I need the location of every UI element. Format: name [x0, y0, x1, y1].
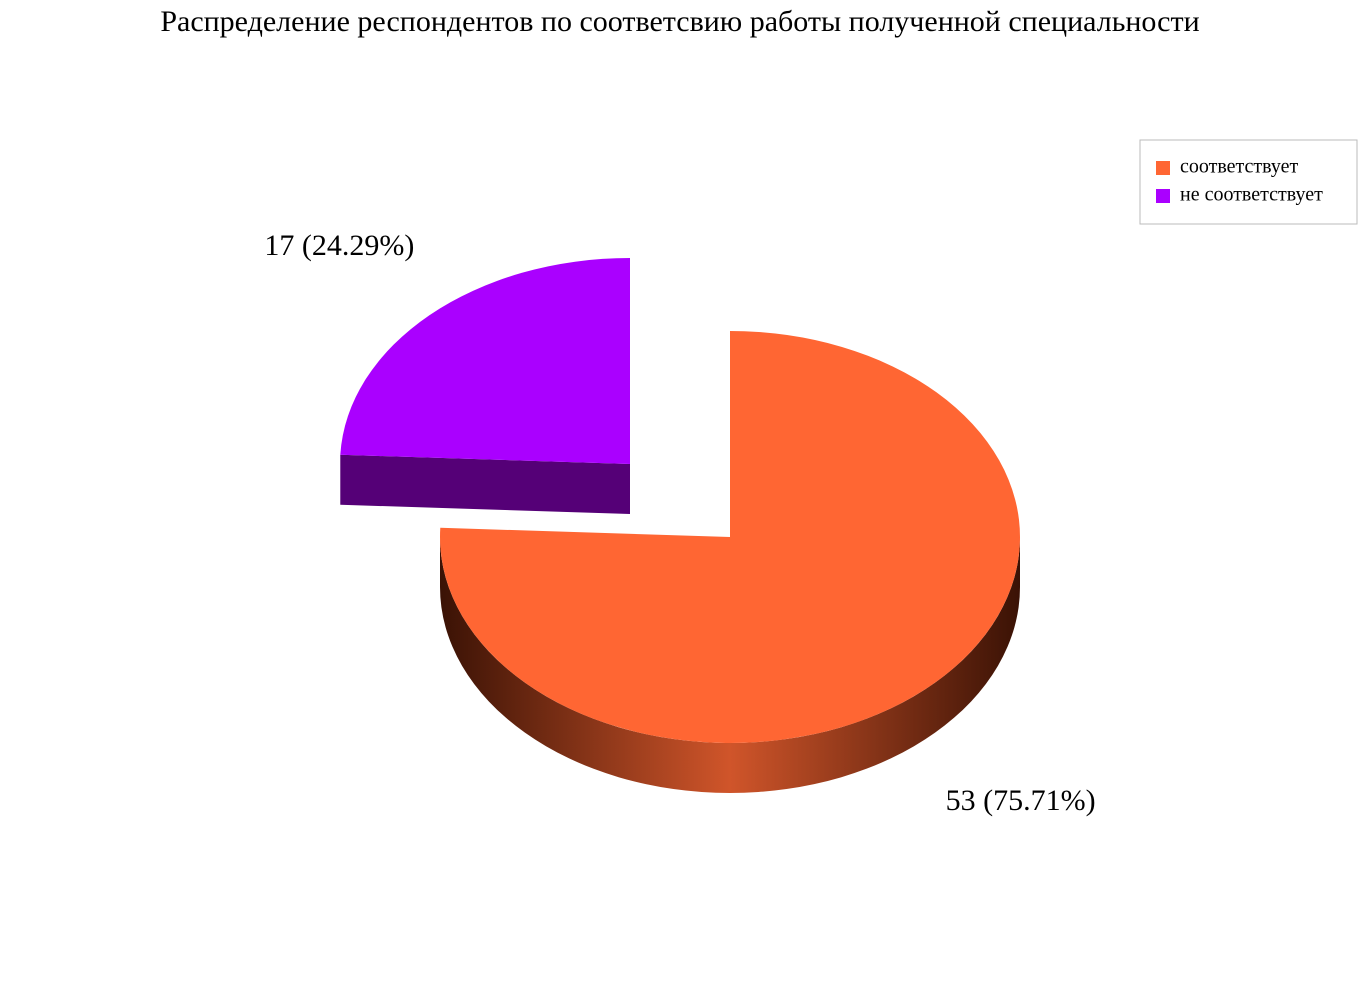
legend-label: соответствует	[1180, 156, 1299, 178]
slice	[440, 331, 1021, 743]
legend-swatch	[1156, 189, 1170, 203]
data-label: 53 (75.71%)	[946, 784, 1096, 817]
data-label: 17 (24.29%)	[264, 229, 414, 262]
legend-label: не соответствует	[1180, 184, 1323, 206]
slice-side	[440, 537, 1020, 793]
chart-title: Распределение респондентов по соответсви…	[160, 5, 1199, 38]
legend-box	[1139, 139, 1358, 225]
slice	[340, 257, 630, 464]
legend-swatch	[1156, 161, 1170, 175]
slice-side	[340, 454, 630, 514]
